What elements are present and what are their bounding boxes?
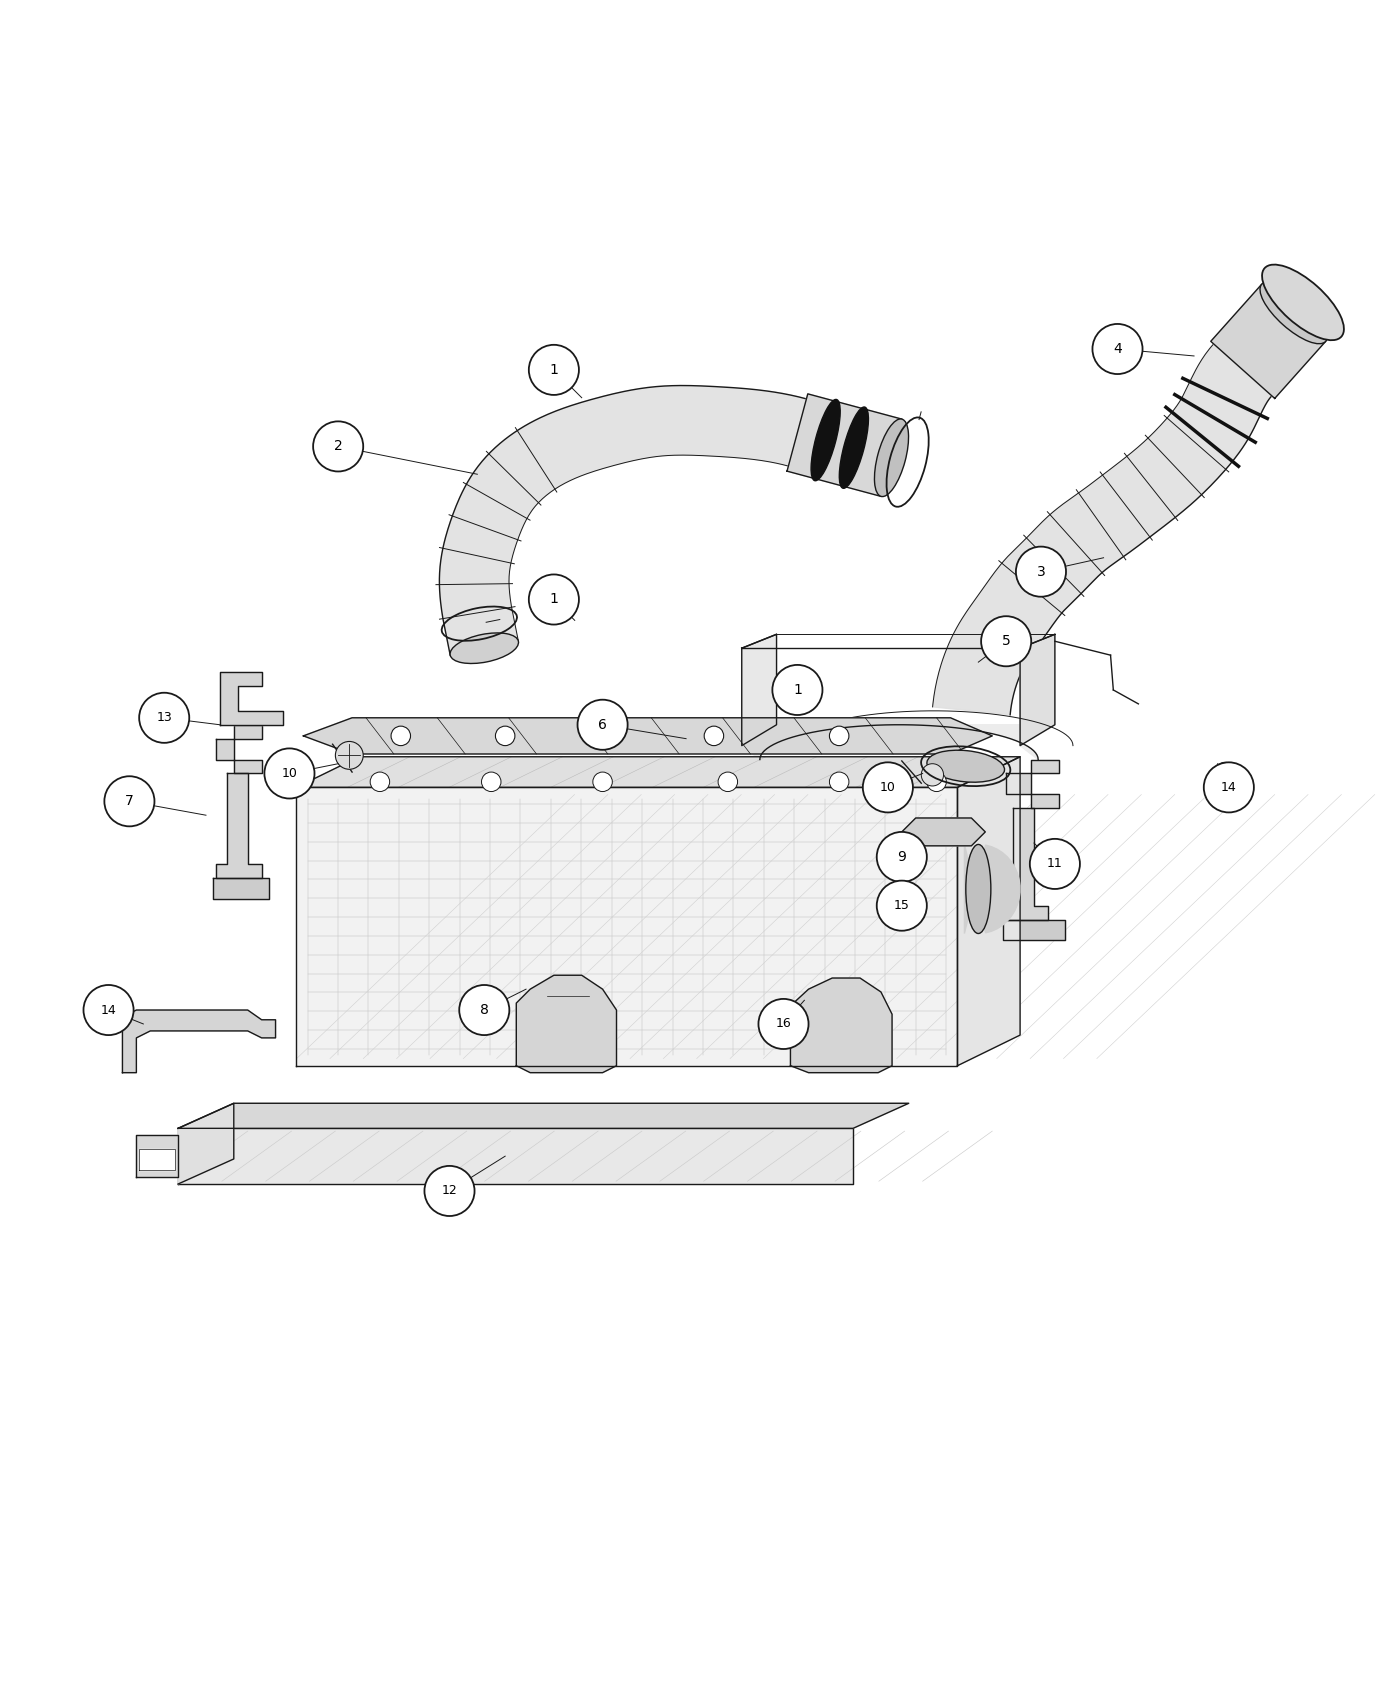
Ellipse shape <box>1260 282 1327 343</box>
Circle shape <box>704 726 724 746</box>
Circle shape <box>1204 762 1254 813</box>
Text: 10: 10 <box>881 780 896 794</box>
Circle shape <box>391 726 410 746</box>
Circle shape <box>1030 838 1079 889</box>
Polygon shape <box>440 386 806 654</box>
Text: 16: 16 <box>776 1018 791 1030</box>
Text: 10: 10 <box>281 767 297 780</box>
Text: 2: 2 <box>333 439 343 454</box>
Circle shape <box>529 345 580 394</box>
Circle shape <box>370 772 389 792</box>
Circle shape <box>981 615 1032 666</box>
Ellipse shape <box>875 418 909 496</box>
Polygon shape <box>178 1103 234 1183</box>
Circle shape <box>876 881 927 930</box>
Text: 1: 1 <box>792 683 802 697</box>
Text: 14: 14 <box>101 1003 116 1017</box>
Polygon shape <box>122 1010 276 1073</box>
Circle shape <box>336 741 363 770</box>
Circle shape <box>829 726 848 746</box>
Polygon shape <box>297 787 958 1066</box>
Polygon shape <box>178 1103 909 1129</box>
Circle shape <box>759 1000 809 1049</box>
Polygon shape <box>902 818 986 847</box>
Ellipse shape <box>811 400 840 481</box>
Polygon shape <box>1211 284 1326 398</box>
Polygon shape <box>932 343 1271 714</box>
Polygon shape <box>178 1129 853 1183</box>
Circle shape <box>921 763 944 785</box>
Bar <box>297 787 958 1066</box>
Text: 13: 13 <box>157 711 172 724</box>
Circle shape <box>718 772 738 792</box>
Text: 8: 8 <box>480 1003 489 1017</box>
Polygon shape <box>742 724 1054 760</box>
Text: 7: 7 <box>125 794 134 808</box>
Circle shape <box>1016 547 1065 597</box>
Polygon shape <box>220 672 283 724</box>
Text: 12: 12 <box>441 1185 458 1197</box>
Polygon shape <box>139 1149 175 1170</box>
Text: 1: 1 <box>549 362 559 377</box>
Circle shape <box>592 772 612 792</box>
Circle shape <box>459 984 510 1035</box>
Circle shape <box>578 700 627 750</box>
Circle shape <box>1217 762 1233 779</box>
Text: 5: 5 <box>1002 634 1011 648</box>
Circle shape <box>829 772 848 792</box>
Text: 15: 15 <box>893 899 910 913</box>
Ellipse shape <box>1261 265 1344 340</box>
Circle shape <box>105 777 154 826</box>
Text: 14: 14 <box>1221 780 1236 794</box>
Text: 3: 3 <box>1036 564 1046 578</box>
Text: 1: 1 <box>549 593 559 607</box>
Circle shape <box>84 984 133 1035</box>
Polygon shape <box>216 724 262 774</box>
Polygon shape <box>1004 920 1064 940</box>
Polygon shape <box>213 877 269 899</box>
Circle shape <box>773 665 822 716</box>
Polygon shape <box>304 717 993 755</box>
Text: 4: 4 <box>1113 342 1121 355</box>
Circle shape <box>424 1166 475 1216</box>
Ellipse shape <box>449 632 518 663</box>
Text: 9: 9 <box>897 850 906 864</box>
Polygon shape <box>958 756 1021 1066</box>
Circle shape <box>529 575 580 624</box>
Polygon shape <box>1007 808 1049 920</box>
Ellipse shape <box>966 845 991 933</box>
Polygon shape <box>965 845 1021 933</box>
Ellipse shape <box>927 750 1005 782</box>
Polygon shape <box>136 1136 178 1176</box>
Polygon shape <box>1007 760 1058 807</box>
Polygon shape <box>297 756 1021 787</box>
Text: 6: 6 <box>598 717 608 731</box>
Circle shape <box>496 726 515 746</box>
Circle shape <box>265 748 315 799</box>
Circle shape <box>927 772 946 792</box>
Circle shape <box>1092 325 1142 374</box>
Circle shape <box>862 762 913 813</box>
Polygon shape <box>787 394 902 496</box>
Polygon shape <box>1021 634 1054 746</box>
Circle shape <box>314 422 363 471</box>
Polygon shape <box>517 976 616 1073</box>
Circle shape <box>876 831 927 882</box>
Polygon shape <box>216 774 262 877</box>
Polygon shape <box>791 977 892 1073</box>
Circle shape <box>482 772 501 792</box>
Circle shape <box>139 692 189 743</box>
Text: 11: 11 <box>1047 857 1063 870</box>
Polygon shape <box>742 634 777 746</box>
Ellipse shape <box>840 406 868 488</box>
